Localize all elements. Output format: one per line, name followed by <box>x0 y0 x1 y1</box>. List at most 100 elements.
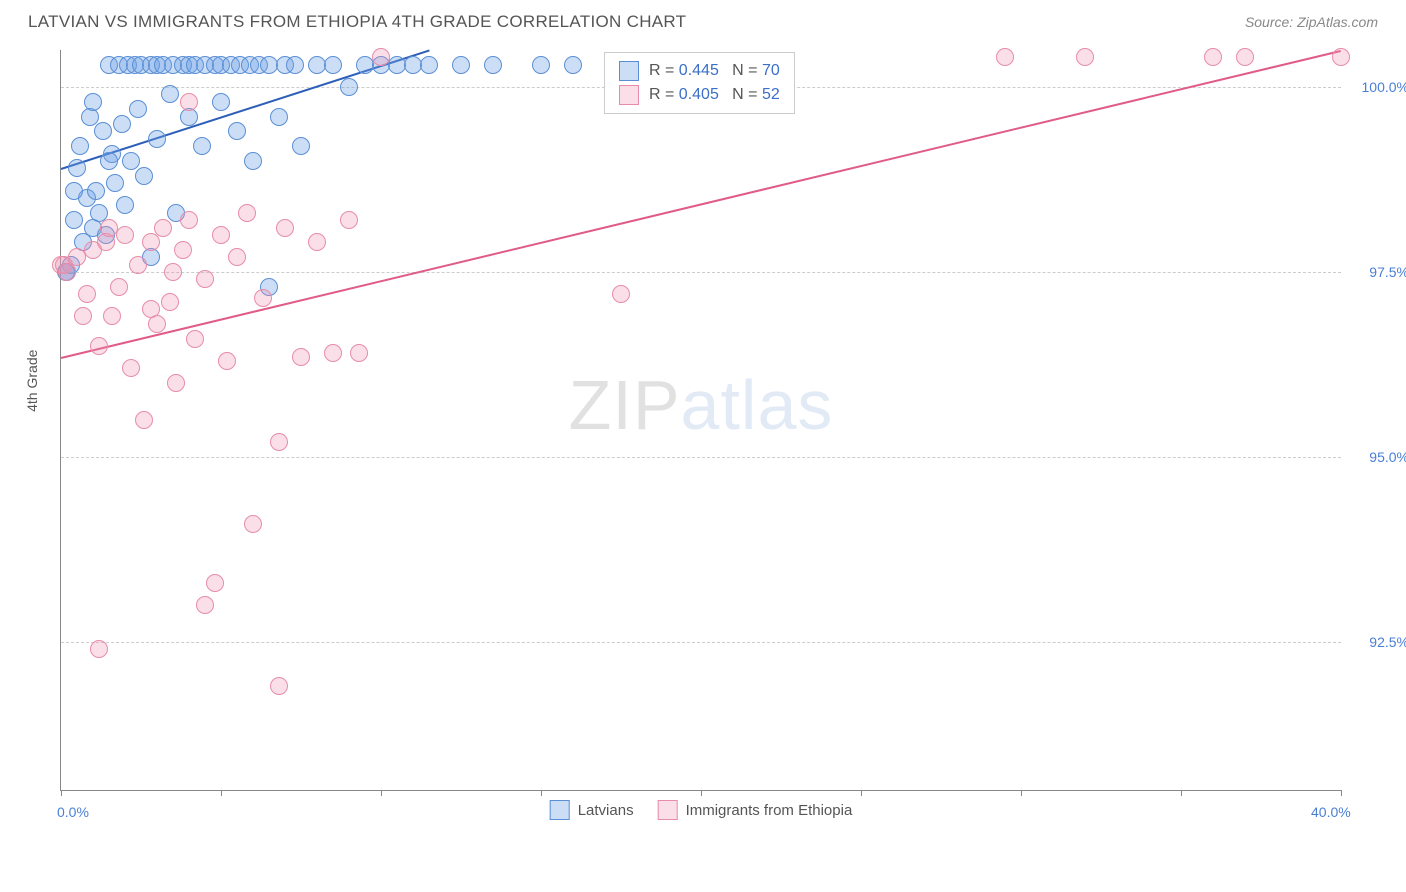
x-tick <box>61 790 62 796</box>
scatter-marker <box>167 374 185 392</box>
scatter-marker <box>196 596 214 614</box>
x-tick <box>1341 790 1342 796</box>
y-axis-title: 4th Grade <box>24 350 40 412</box>
scatter-marker <box>116 196 134 214</box>
scatter-marker <box>1236 48 1254 66</box>
scatter-marker <box>180 211 198 229</box>
scatter-marker <box>68 159 86 177</box>
gridline-h <box>61 457 1341 458</box>
x-tick <box>541 790 542 796</box>
series-legend: Latvians Immigrants from Ethiopia <box>550 800 853 820</box>
scatter-marker <box>324 56 342 74</box>
scatter-marker <box>238 204 256 222</box>
scatter-marker <box>270 433 288 451</box>
stats-text: R = 0.405 N = 52 <box>649 86 780 104</box>
watermark: ZIPatlas <box>569 365 834 445</box>
scatter-marker <box>564 56 582 74</box>
scatter-marker <box>135 411 153 429</box>
scatter-marker <box>148 130 166 148</box>
scatter-marker <box>122 359 140 377</box>
legend-swatch <box>658 800 678 820</box>
scatter-marker <box>142 233 160 251</box>
scatter-marker <box>161 85 179 103</box>
gridline-h <box>61 642 1341 643</box>
scatter-marker <box>996 48 1014 66</box>
scatter-marker <box>65 211 83 229</box>
scatter-marker <box>193 137 211 155</box>
scatter-marker <box>100 152 118 170</box>
scatter-marker <box>84 93 102 111</box>
scatter-marker <box>103 307 121 325</box>
scatter-marker <box>142 300 160 318</box>
x-tick <box>861 790 862 796</box>
scatter-marker <box>113 115 131 133</box>
x-tick <box>701 790 702 796</box>
scatter-marker <box>90 640 108 658</box>
chart-header: LATVIAN VS IMMIGRANTS FROM ETHIOPIA 4TH … <box>0 0 1406 40</box>
stats-legend-row: R = 0.445 N = 70 <box>619 59 780 83</box>
legend-swatch <box>550 800 570 820</box>
scatter-marker <box>164 263 182 281</box>
scatter-marker <box>286 56 304 74</box>
scatter-marker <box>154 219 172 237</box>
series-legend-item: Latvians <box>550 800 634 820</box>
scatter-marker <box>174 241 192 259</box>
scatter-marker <box>180 93 198 111</box>
scatter-marker <box>308 233 326 251</box>
scatter-marker <box>1332 48 1350 66</box>
scatter-marker <box>87 182 105 200</box>
scatter-marker <box>452 56 470 74</box>
y-tick-label: 97.5% <box>1369 264 1406 280</box>
stats-legend: R = 0.445 N = 70 R = 0.405 N = 52 <box>604 52 795 114</box>
series-legend-label: Immigrants from Ethiopia <box>686 802 853 819</box>
series-legend-item: Immigrants from Ethiopia <box>658 800 853 820</box>
scatter-marker <box>350 344 368 362</box>
y-tick-label: 95.0% <box>1369 449 1406 465</box>
scatter-marker <box>228 122 246 140</box>
gridline-h <box>61 272 1341 273</box>
scatter-marker <box>372 48 390 66</box>
scatter-marker <box>340 78 358 96</box>
y-tick-label: 92.5% <box>1369 634 1406 650</box>
scatter-marker <box>116 226 134 244</box>
scatter-marker <box>129 256 147 274</box>
scatter-marker <box>94 122 112 140</box>
scatter-marker <box>212 93 230 111</box>
scatter-marker <box>270 677 288 695</box>
scatter-marker <box>186 330 204 348</box>
chart-source: Source: ZipAtlas.com <box>1245 14 1378 30</box>
legend-swatch <box>619 61 639 81</box>
scatter-marker <box>100 219 118 237</box>
scatter-marker <box>244 515 262 533</box>
scatter-marker <box>206 574 224 592</box>
scatter-marker <box>1204 48 1222 66</box>
x-tick <box>221 790 222 796</box>
scatter-marker <box>218 352 236 370</box>
stats-legend-row: R = 0.405 N = 52 <box>619 83 780 107</box>
scatter-marker <box>74 307 92 325</box>
scatter-marker <box>484 56 502 74</box>
scatter-marker <box>292 137 310 155</box>
scatter-marker <box>129 100 147 118</box>
scatter-marker <box>212 226 230 244</box>
scatter-marker <box>106 174 124 192</box>
plot-area: ZIPatlas 92.5%95.0%97.5%100.0%0.0%40.0%R… <box>60 50 1341 791</box>
stats-text: R = 0.445 N = 70 <box>649 62 780 80</box>
scatter-marker <box>65 182 83 200</box>
series-legend-label: Latvians <box>578 802 634 819</box>
scatter-marker <box>228 248 246 266</box>
scatter-marker <box>270 108 288 126</box>
scatter-marker <box>161 293 179 311</box>
scatter-marker <box>254 289 272 307</box>
chart-title: LATVIAN VS IMMIGRANTS FROM ETHIOPIA 4TH … <box>28 12 686 32</box>
scatter-marker <box>122 152 140 170</box>
x-tick <box>1021 790 1022 796</box>
chart-container: 4th Grade ZIPatlas 92.5%95.0%97.5%100.0%… <box>40 40 1386 830</box>
scatter-marker <box>110 278 128 296</box>
scatter-marker <box>292 348 310 366</box>
scatter-marker <box>135 167 153 185</box>
scatter-marker <box>420 56 438 74</box>
scatter-marker <box>276 219 294 237</box>
x-tick-label: 40.0% <box>1311 804 1351 820</box>
scatter-marker <box>244 152 262 170</box>
